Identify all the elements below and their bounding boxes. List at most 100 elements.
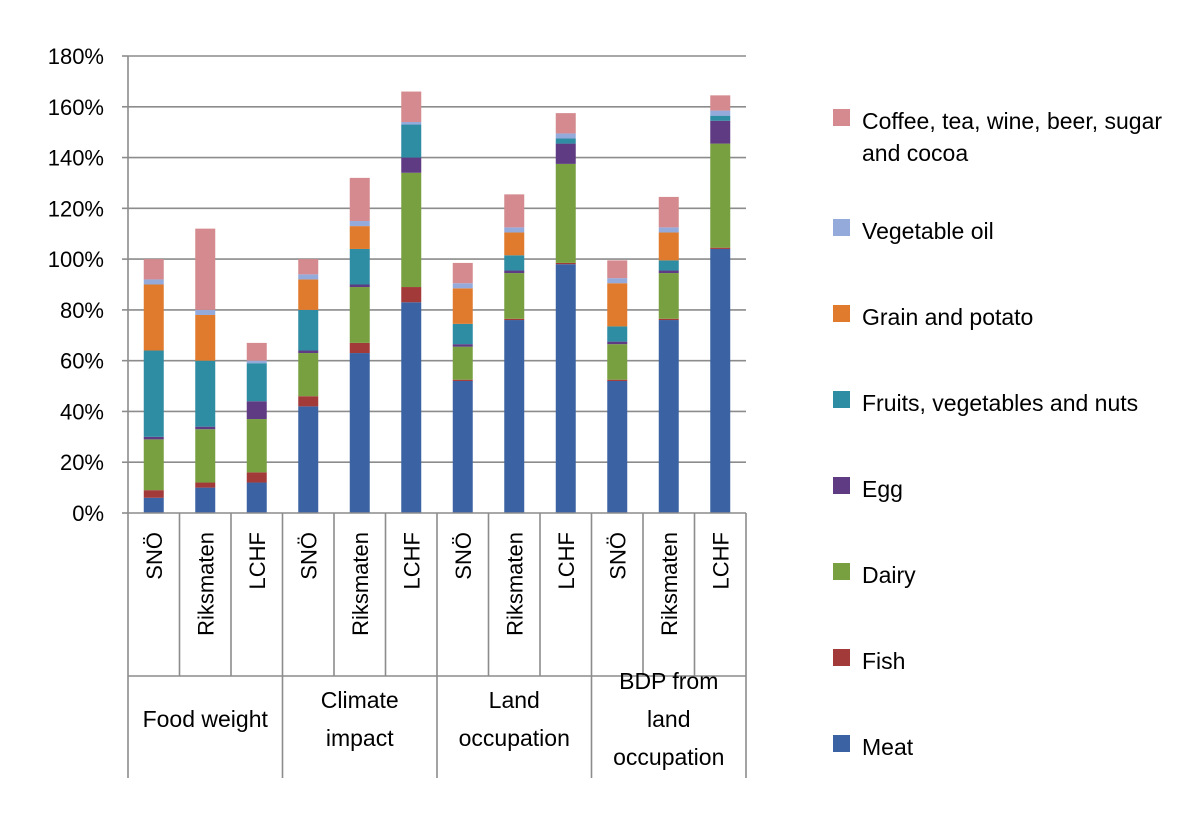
x-group-label: BDP from land occupation	[613, 668, 724, 770]
bar-segment-fish	[504, 318, 525, 321]
legend-item: Dairy	[833, 559, 1172, 591]
stacked-bar-chart: 0% 20% 40% 60% 80% 100% 120% 140% 160% 180% SNÖ Ri…	[48, 44, 747, 778]
legend-swatch	[833, 305, 850, 322]
bar-segment-coffee-tea-wine-beer-sugar-and-cocoa	[349, 177, 370, 222]
bar-segment-fruits-vegetables-and-nuts	[710, 115, 731, 121]
bar-segment-grain-and-potato	[607, 283, 628, 327]
x-category-label: LCHF	[399, 532, 424, 589]
legend-swatch	[833, 109, 850, 126]
bar-segment-grain-and-potato	[143, 284, 164, 351]
x-category-label: SNÖ	[142, 532, 167, 580]
bar-segment-egg	[195, 426, 216, 430]
bar-segment-coffee-tea-wine-beer-sugar-and-cocoa	[555, 113, 576, 134]
bar-segment-coffee-tea-wine-beer-sugar-and-cocoa	[298, 259, 319, 275]
legend-swatch	[833, 563, 850, 580]
x-group-label-line: occupation	[459, 725, 570, 751]
bars	[143, 91, 731, 513]
bar-segment-fruits-vegetables-and-nuts	[504, 255, 525, 271]
bar-segment-meat	[143, 497, 164, 513]
bar-segment-fruits-vegetables-and-nuts	[349, 248, 370, 285]
x-category-label: Riksmaten	[502, 532, 527, 636]
bar-segment-egg	[658, 270, 679, 274]
bar-segment-egg	[452, 344, 473, 347]
bar-segment-fish	[710, 247, 731, 249]
x-category-label: SNÖ	[296, 532, 321, 580]
bar-segment-vegetable-oil	[555, 133, 576, 139]
bar-segment-vegetable-oil	[504, 227, 525, 233]
y-axis-ticks: 0% 20% 40% 60% 80% 100% 120% 140% 160% 180%	[48, 44, 128, 526]
bar-segment-egg	[246, 401, 267, 420]
bar-segment-meat	[555, 264, 576, 513]
bar-segment-grain-and-potato	[195, 314, 216, 361]
y-tick-label: 120%	[48, 196, 104, 221]
bar-segment-dairy	[143, 439, 164, 491]
legend-item: Egg	[833, 473, 1172, 505]
bar-segment-dairy	[246, 419, 267, 473]
bar-segment-vegetable-oil	[246, 360, 267, 364]
bar-segment-dairy	[452, 346, 473, 380]
legend-label: Coffee, tea, wine, beer, sugar and cocoa	[862, 108, 1163, 166]
x-category-label: LCHF	[554, 532, 579, 589]
bar-segment-fish	[452, 379, 473, 381]
bar-segment-egg	[143, 436, 164, 440]
y-tick-label: 20%	[60, 450, 104, 475]
bar-segment-meat	[246, 482, 267, 513]
bar-segment-egg	[710, 120, 731, 144]
bar-segment-vegetable-oil	[195, 309, 216, 315]
bar-segment-fruits-vegetables-and-nuts	[452, 323, 473, 345]
bar-segment-fruits-vegetables-and-nuts	[246, 363, 267, 402]
bar-segment-meat	[401, 302, 422, 513]
legend-swatch	[833, 735, 850, 752]
x-group-label: Food weight	[143, 706, 269, 732]
bar-segment-egg	[401, 157, 422, 173]
bar-segment-fruits-vegetables-and-nuts	[555, 138, 576, 144]
bar-segment-coffee-tea-wine-beer-sugar-and-cocoa	[195, 228, 216, 310]
bar-segment-coffee-tea-wine-beer-sugar-and-cocoa	[607, 260, 628, 279]
bar-segment-dairy	[349, 287, 370, 343]
gridlines	[128, 55, 746, 464]
x-group-label-line: occupation	[613, 744, 724, 770]
bar-segment-coffee-tea-wine-beer-sugar-and-cocoa	[504, 194, 525, 228]
x-group-label-line: Food weight	[143, 706, 269, 732]
x-group-label-line: BDP from	[619, 668, 718, 694]
bar-segment-fish	[607, 379, 628, 381]
legend-item: Fruits, vegetables and nuts	[833, 387, 1172, 419]
bar-segment-dairy	[401, 172, 422, 288]
bar-segment-grain-and-potato	[349, 226, 370, 249]
y-tick-label: 160%	[48, 95, 104, 120]
bar-segment-egg	[349, 284, 370, 288]
bar-segment-fruits-vegetables-and-nuts	[195, 360, 216, 427]
bar-segment-coffee-tea-wine-beer-sugar-and-cocoa	[246, 342, 267, 361]
legend-swatch	[833, 391, 850, 408]
bar-segment-fish	[658, 318, 679, 321]
legend-label: Vegetable oil	[862, 218, 994, 244]
bar-segment-fish	[555, 262, 576, 265]
bar-segment-dairy	[298, 353, 319, 397]
x-category-label: Riksmaten	[348, 532, 373, 636]
x-group-label-line: Climate	[321, 687, 399, 713]
bar-segment-fish	[349, 342, 370, 354]
bar-segment-vegetable-oil	[607, 278, 628, 284]
bar-segment-grain-and-potato	[658, 232, 679, 261]
bar-segment-grain-and-potato	[452, 288, 473, 324]
x-group-label-line: Land	[489, 687, 540, 713]
legend-item: Vegetable oil	[833, 215, 1172, 247]
bar-segment-grain-and-potato	[504, 232, 525, 256]
bar-segment-fruits-vegetables-and-nuts	[298, 309, 319, 351]
y-tick-label: 80%	[60, 298, 104, 323]
bar-segment-egg	[504, 270, 525, 274]
legend-swatch	[833, 219, 850, 236]
y-tick-label: 100%	[48, 247, 104, 272]
legend-label: Meat	[862, 734, 914, 760]
bar-segment-vegetable-oil	[710, 110, 731, 116]
bar-segment-meat	[710, 248, 731, 513]
bar-segment-coffee-tea-wine-beer-sugar-and-cocoa	[452, 262, 473, 284]
bar-segment-fish	[298, 396, 319, 407]
x-group-label: Land occupation	[459, 687, 570, 751]
bar-segment-egg	[555, 143, 576, 164]
y-tick-label: 140%	[48, 146, 104, 171]
bar-segment-vegetable-oil	[452, 283, 473, 289]
legend-label: Fish	[862, 648, 906, 674]
bar-segment-egg	[607, 341, 628, 345]
legend-label: Dairy	[862, 562, 916, 588]
